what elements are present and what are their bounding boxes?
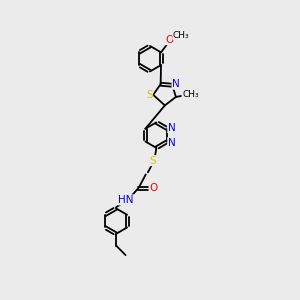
Text: S: S bbox=[150, 156, 157, 166]
Text: N: N bbox=[168, 138, 176, 148]
Text: O: O bbox=[149, 183, 157, 193]
Text: CH₃: CH₃ bbox=[173, 31, 190, 40]
Text: O: O bbox=[165, 34, 174, 45]
Text: CH₃: CH₃ bbox=[182, 90, 199, 99]
Text: N: N bbox=[168, 123, 176, 133]
Text: HN: HN bbox=[118, 195, 134, 205]
Text: S: S bbox=[146, 90, 153, 100]
Text: N: N bbox=[172, 79, 180, 89]
